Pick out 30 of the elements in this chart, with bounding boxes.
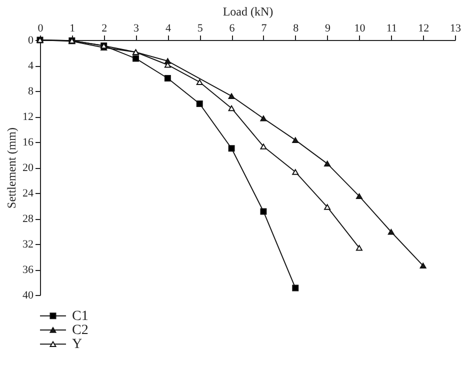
x-tick-label: 4 (165, 22, 172, 34)
legend-label: C2 (72, 323, 88, 338)
x-tick-label: 2 (102, 22, 108, 34)
x-tick-label: 6 (229, 22, 236, 34)
x-axis-title: Load (kN) (222, 4, 274, 18)
x-tick-label: 13 (450, 22, 462, 34)
x-tick-label: 8 (293, 22, 300, 34)
x-tick-label: 11 (386, 22, 397, 34)
legend-label: Y (72, 337, 82, 352)
x-tick-label: 12 (418, 22, 430, 34)
x-tick-label: 1 (70, 22, 76, 34)
y-tick-label: 8 (28, 86, 34, 98)
x-tick-label: 0 (38, 22, 44, 34)
legend-label: C1 (72, 308, 88, 324)
y-tick-label: 4 (28, 60, 34, 72)
y-tick-label: 28 (22, 213, 34, 225)
y-tick-label: 40 (22, 290, 34, 302)
y-tick-label: 12 (22, 111, 34, 123)
y-axis-title: Settlement (mm) (4, 128, 18, 208)
x-tick-label: 7 (261, 22, 268, 34)
y-tick-label: 36 (22, 264, 34, 276)
y-tick-label: 0 (28, 34, 34, 46)
x-tick-label: 9 (325, 22, 332, 34)
x-tick-label: 10 (354, 22, 366, 34)
y-tick-label: 16 (22, 136, 34, 148)
x-tick-label: 5 (197, 22, 204, 34)
x-tick-label: 3 (134, 22, 140, 34)
y-tick-label: 20 (22, 162, 34, 174)
y-tick-label: 24 (22, 188, 34, 200)
y-tick-label: 32 (22, 238, 34, 250)
